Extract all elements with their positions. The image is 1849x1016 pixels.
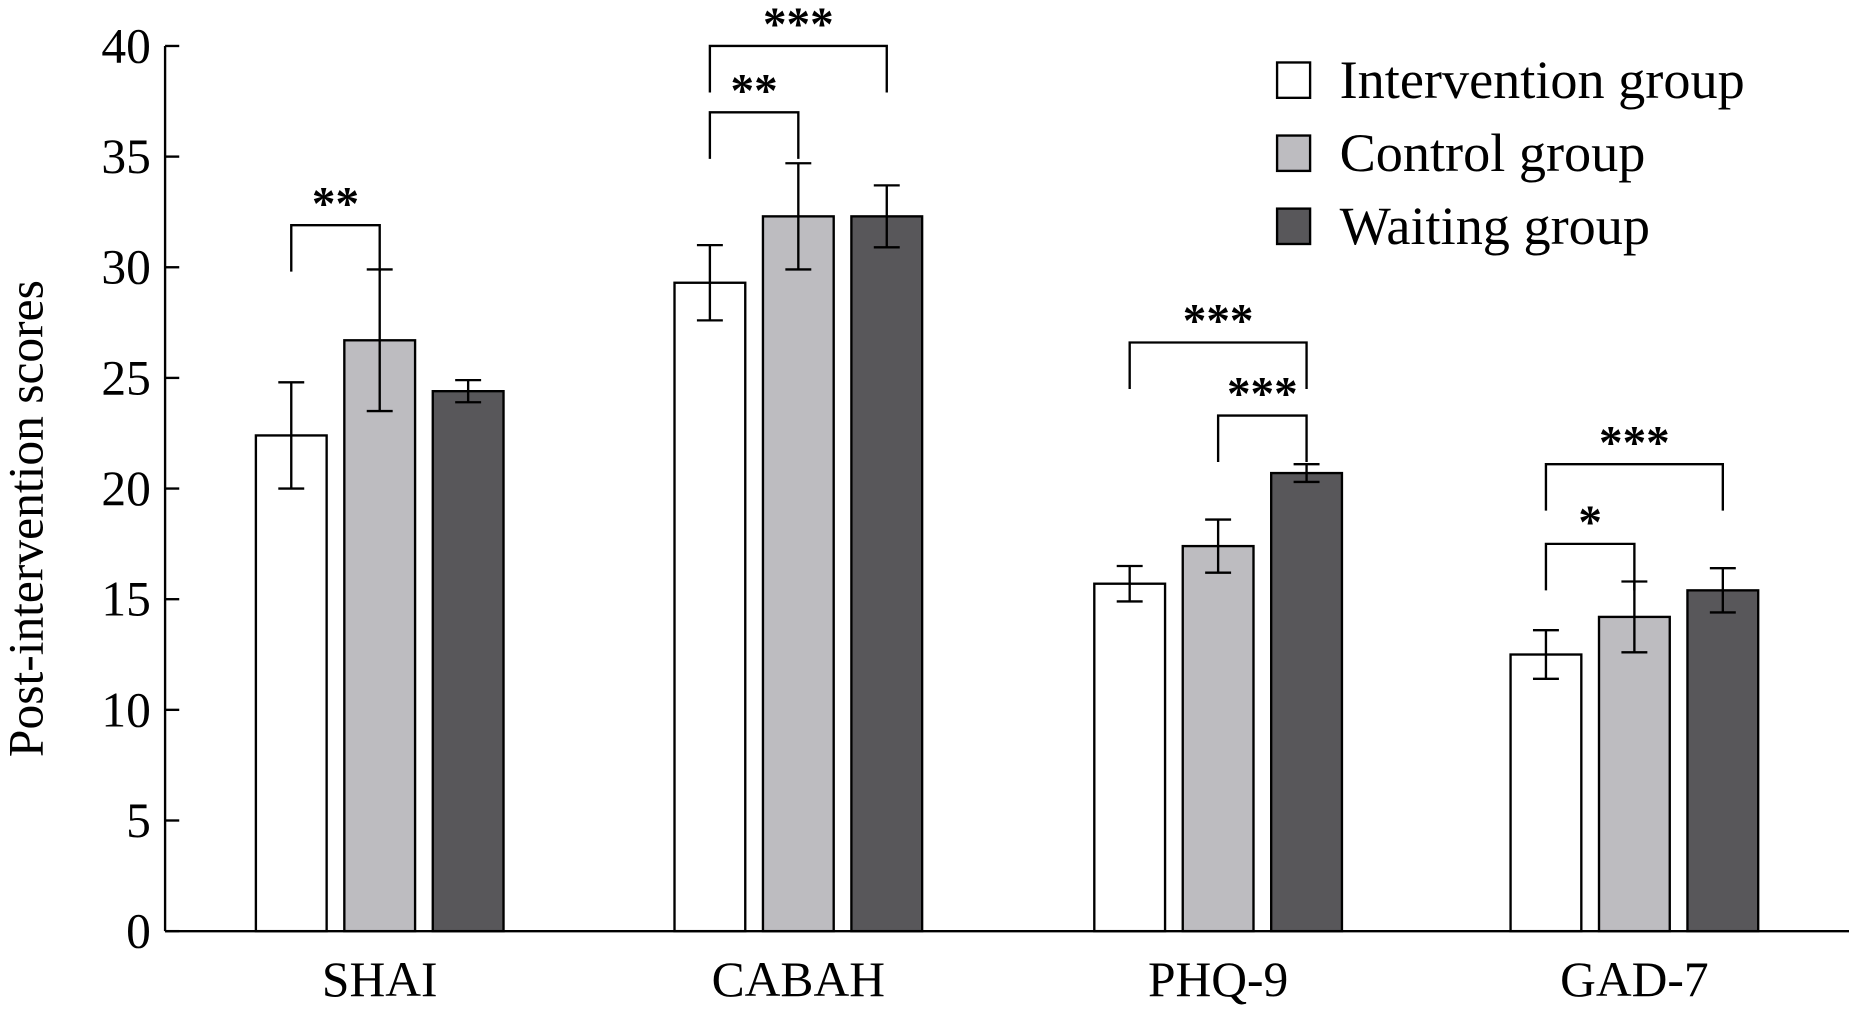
legend-swatch (1275, 207, 1312, 246)
significance-bracket (1544, 463, 1725, 511)
significance-label: *** (1599, 417, 1670, 469)
legend-label: Waiting group (1340, 196, 1650, 256)
significance-bracket (1544, 542, 1636, 591)
y-axis-label: Post-intervention scores (0, 280, 53, 757)
y-tick-label: 15 (101, 572, 151, 627)
y-tick-label: 10 (101, 682, 151, 737)
significance-label: * (1578, 497, 1602, 549)
bar-intervention-group (1509, 653, 1583, 933)
y-tick-label: 35 (101, 129, 151, 184)
bar-control-group (761, 215, 835, 933)
significance-brackets: ***************** (290, 0, 1725, 591)
significance-bracket (1216, 414, 1308, 462)
y-tick-label: 40 (101, 18, 151, 73)
bars (254, 162, 1760, 933)
legend-label: Intervention group (1340, 50, 1745, 110)
significance-bracket (290, 224, 381, 272)
y-tick-label: 30 (101, 240, 151, 295)
bar-control-group (1597, 615, 1671, 933)
bar-waiting-group (1270, 471, 1344, 933)
y-tick-label: 25 (101, 350, 151, 405)
axes: 0 5 10 15 20 25 30 35 40 SHAI CABAH PHQ-9 GAD-7 (101, 18, 1849, 1007)
significance-bracket (1128, 341, 1308, 389)
significance-label: ** (312, 178, 359, 230)
significance-bracket (708, 111, 800, 159)
legend-label: Control group (1340, 123, 1646, 183)
bar-control-group (1181, 544, 1255, 933)
bar-intervention-group (673, 281, 747, 933)
y-tick-label: 0 (126, 904, 151, 959)
bar-waiting-group (850, 215, 924, 933)
x-tick-label: PHQ-9 (1148, 952, 1288, 1007)
bar-intervention-group (1093, 582, 1167, 933)
significance-bracket (708, 44, 888, 93)
x-tick-label: CABAH (712, 952, 885, 1007)
y-tick-label: 5 (126, 793, 151, 848)
y-tick-label: 20 (101, 461, 151, 516)
bar-waiting-group (431, 390, 505, 933)
bar-waiting-group (1686, 589, 1760, 933)
legend-swatch (1275, 61, 1312, 100)
bar-control-group (343, 339, 417, 933)
legend: Intervention group Control group Waiting g… (1275, 50, 1745, 256)
x-tick-label: GAD-7 (1560, 952, 1709, 1007)
bar-intervention-group (254, 434, 328, 933)
significance-label: ** (731, 65, 778, 117)
x-tick-label: SHAI (322, 952, 438, 1007)
significance-label: *** (1227, 369, 1298, 421)
significance-label: *** (1183, 296, 1254, 348)
significance-label: *** (763, 0, 834, 51)
legend-swatch (1275, 134, 1312, 173)
